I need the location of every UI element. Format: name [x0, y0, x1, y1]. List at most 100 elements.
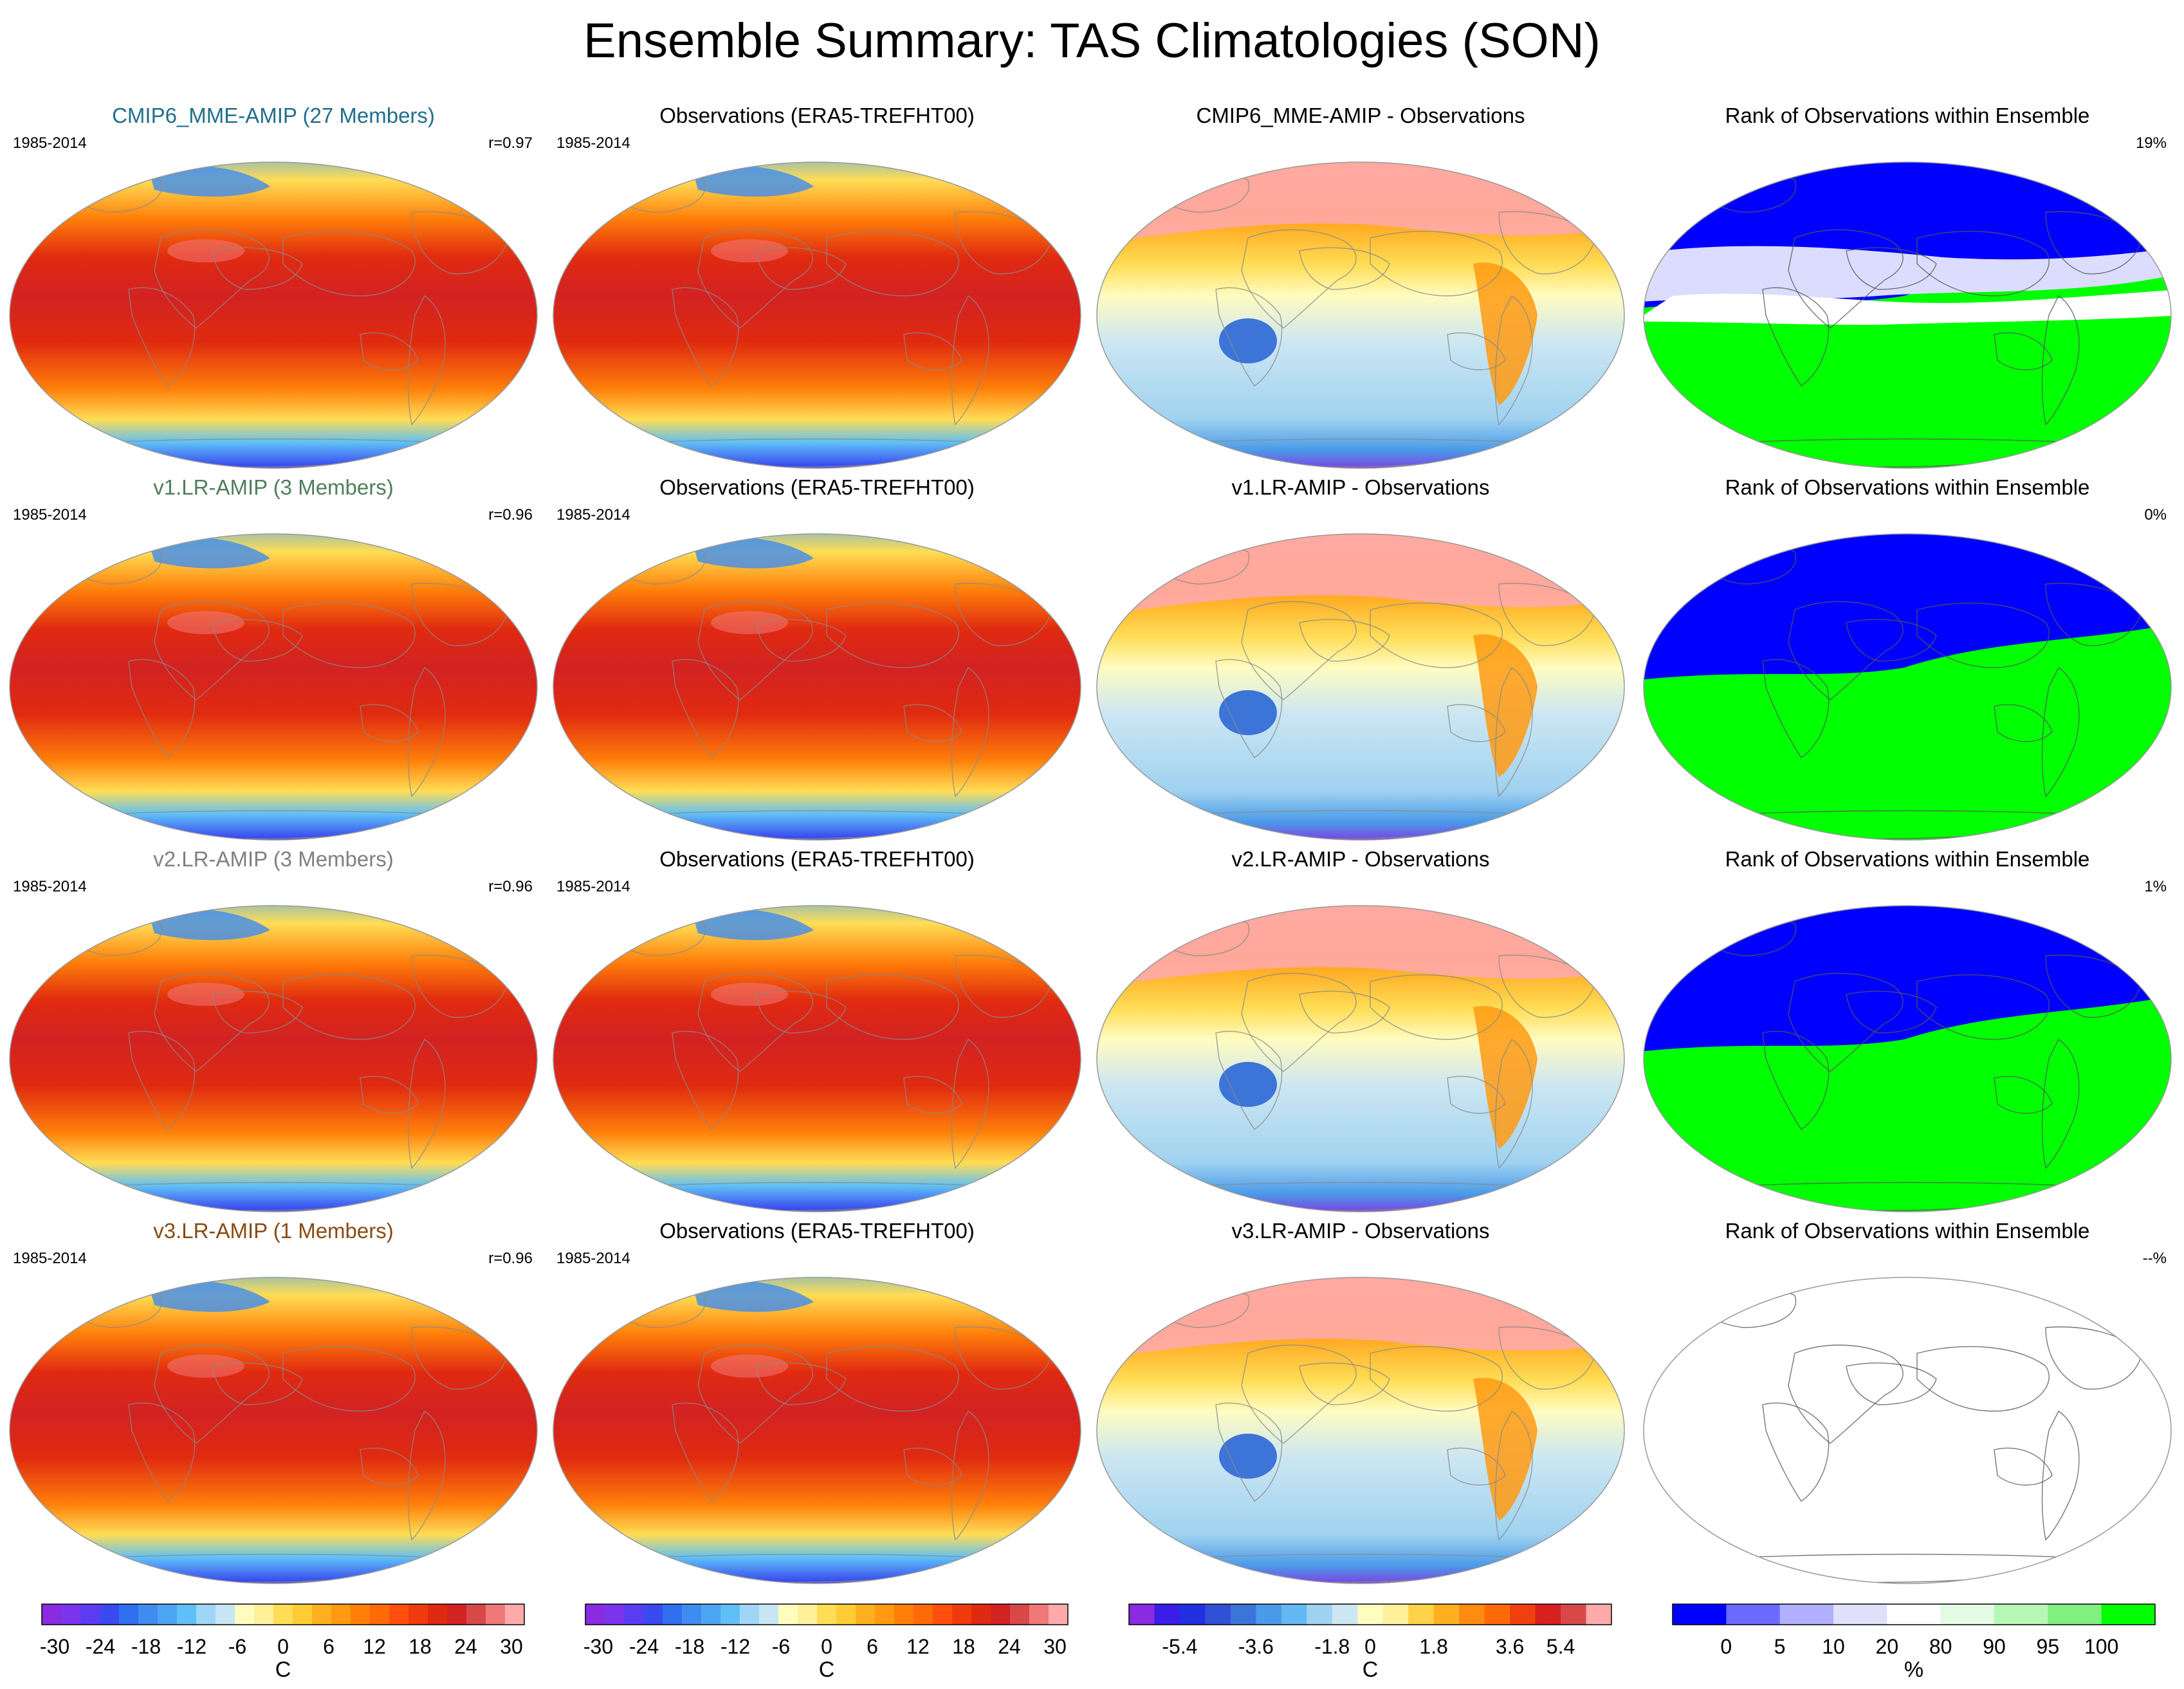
colorbar-swatch — [991, 1604, 1011, 1625]
rank-white-band — [1644, 289, 2171, 325]
map-border — [9, 533, 538, 841]
colorbar-4: 0 5 10 20 80 90 95 100% — [1669, 1602, 2158, 1682]
colorbar-tick-label: -12 — [720, 1635, 751, 1658]
colorbar-tick-label: -5.4 — [1162, 1635, 1198, 1658]
colorbar-swatch — [740, 1604, 760, 1625]
colorbar-tick-label: -30 — [583, 1635, 614, 1658]
correlation-label: r=0.97 — [488, 134, 533, 152]
colorbar-swatch — [158, 1604, 178, 1625]
figure-title: Ensemble Summary: TAS Climatologies (SON… — [583, 14, 1601, 68]
colorbar-swatch — [894, 1604, 914, 1625]
warm-pool — [167, 611, 244, 634]
diff-cool-australia — [1219, 1434, 1277, 1479]
colorbar-1: -30 -24 -18 -12 -6 0 6 12 18 24 30 C — [39, 1602, 528, 1682]
diff-cool-australia — [1219, 1062, 1277, 1107]
colorbar-swatch — [177, 1604, 197, 1625]
colorbar-swatch — [624, 1604, 644, 1625]
warm-pool — [711, 239, 788, 262]
colorbar-tick-label: -24 — [629, 1635, 659, 1658]
panel-model-row-3: v2.LR-AMIP (3 Members) 1985-2014 r=0.96 — [0, 846, 547, 1219]
colorbar-tick-label: 12 — [363, 1635, 386, 1658]
colorbar-unit: % — [1904, 1657, 1924, 1682]
rank-blue-region — [1644, 534, 2171, 680]
colorbar-tick-label: 100 — [2084, 1635, 2119, 1658]
panel-diff-row-4: v3.LR-AMIP - Observations — [1087, 1218, 1634, 1591]
colorbar-tick-label: 18 — [408, 1635, 432, 1658]
colorbar-tick-label: 12 — [906, 1635, 930, 1658]
colorbar-tick-label: 3.6 — [1495, 1635, 1525, 1658]
colorbar-tick-label: -24 — [85, 1635, 116, 1658]
colorbar-tick-label: 5 — [1774, 1635, 1786, 1658]
colorbar-swatch — [1154, 1604, 1180, 1625]
colorbar-3: -5.4 -3.6 -1.8 0 1.8 3.6 5.4 C — [1126, 1602, 1615, 1682]
diff-cool-australia — [1219, 690, 1277, 735]
panel-rank-row-2: Rank of Observations within Ensemble 0% — [1634, 475, 2181, 848]
colorbar-swatch — [1408, 1604, 1435, 1625]
map-diff — [1096, 161, 1625, 469]
map-model — [9, 533, 538, 841]
map-obs — [553, 1277, 1081, 1584]
colorbar-swatch — [505, 1604, 525, 1625]
warm-pool — [167, 983, 244, 1006]
period-label: 1985-2014 — [556, 1250, 630, 1267]
colorbar-swatch — [1332, 1604, 1358, 1625]
colorbar-tick-label: 1.8 — [1419, 1635, 1448, 1658]
colorbar-swatches — [41, 1603, 525, 1625]
warm-pool — [167, 1355, 244, 1378]
colorbar-swatch — [216, 1604, 235, 1625]
panel-rank-row-1: Rank of Observations within Ensemble 19% — [1634, 103, 2181, 476]
panel-title: Rank of Observations within Ensemble — [1725, 847, 2090, 871]
map-border — [1643, 905, 2172, 1212]
colorbar-swatch — [447, 1604, 467, 1625]
colorbar-swatch — [643, 1604, 663, 1625]
colorbar-swatch — [1029, 1604, 1049, 1625]
panel-title: v1.LR-AMIP (3 Members) — [153, 475, 394, 499]
colorbar-tick-label: -12 — [176, 1635, 207, 1658]
colorbar-swatch — [196, 1604, 216, 1625]
period-label: 1985-2014 — [556, 878, 630, 895]
panel-title: v1.LR-AMIP - Observations — [1231, 475, 1490, 499]
period-label: 1985-2014 — [13, 1250, 87, 1267]
map-model — [9, 161, 538, 469]
colorbar-swatch — [1307, 1604, 1333, 1625]
panel-rank-row-4: Rank of Observations within Ensemble --% — [1634, 1218, 2181, 1591]
colorbar-tick-label: -6 — [771, 1635, 791, 1658]
map-rank — [1643, 161, 2172, 469]
map-border — [1096, 533, 1625, 841]
warm-pool — [711, 1355, 788, 1378]
map-border — [1096, 161, 1625, 469]
colorbar-swatch — [798, 1604, 818, 1625]
correlation-label: r=0.96 — [488, 878, 533, 895]
colorbar-swatch — [817, 1604, 837, 1625]
colorbar-2: -30 -24 -18 -12 -6 0 6 12 18 24 30 C — [582, 1602, 1071, 1682]
map-border — [9, 161, 538, 469]
warm-pool — [167, 239, 244, 262]
panel-obs-row-3: Observations (ERA5-TREFHT00) 1985-2014 — [544, 846, 1090, 1219]
colorbar-swatch — [1205, 1604, 1231, 1625]
colorbar-swatch — [2048, 1604, 2102, 1625]
colorbar-tick-label: 5.4 — [1546, 1635, 1575, 1658]
panel-title: Observations (ERA5-TREFHT00) — [659, 475, 975, 499]
colorbar-swatch — [1010, 1604, 1030, 1625]
map-border — [553, 905, 1081, 1212]
panel-title: v3.LR-AMIP (1 Members) — [153, 1219, 394, 1243]
panel-obs-row-1: Observations (ERA5-TREFHT00) 1985-2014 — [544, 103, 1090, 476]
colorbar-swatch — [1887, 1604, 1941, 1625]
colorbar-swatches — [1672, 1603, 2156, 1625]
map-rank — [1643, 1277, 2172, 1584]
colorbar-swatch — [331, 1604, 351, 1625]
colorbar-swatch — [293, 1604, 313, 1625]
colorbar-swatch — [1535, 1604, 1561, 1625]
correlation-label: r=0.96 — [488, 1250, 533, 1267]
panel-obs-row-2: Observations (ERA5-TREFHT00) 1985-2014 — [544, 475, 1090, 848]
colorbar-tick-label: 0 — [1720, 1635, 1732, 1658]
colorbar-swatch — [408, 1604, 428, 1625]
rank-percent-label: 19% — [2135, 134, 2167, 152]
colorbar-swatch — [138, 1604, 158, 1625]
colorbar-tick-label: -1.8 — [1314, 1635, 1350, 1658]
colorbar-swatch — [486, 1604, 506, 1625]
colorbar-unit: C — [1362, 1657, 1379, 1682]
colorbar-tick-label: 30 — [1043, 1635, 1067, 1658]
colorbar-swatch — [952, 1604, 972, 1625]
panel-title: Observations (ERA5-TREFHT00) — [659, 1219, 975, 1243]
